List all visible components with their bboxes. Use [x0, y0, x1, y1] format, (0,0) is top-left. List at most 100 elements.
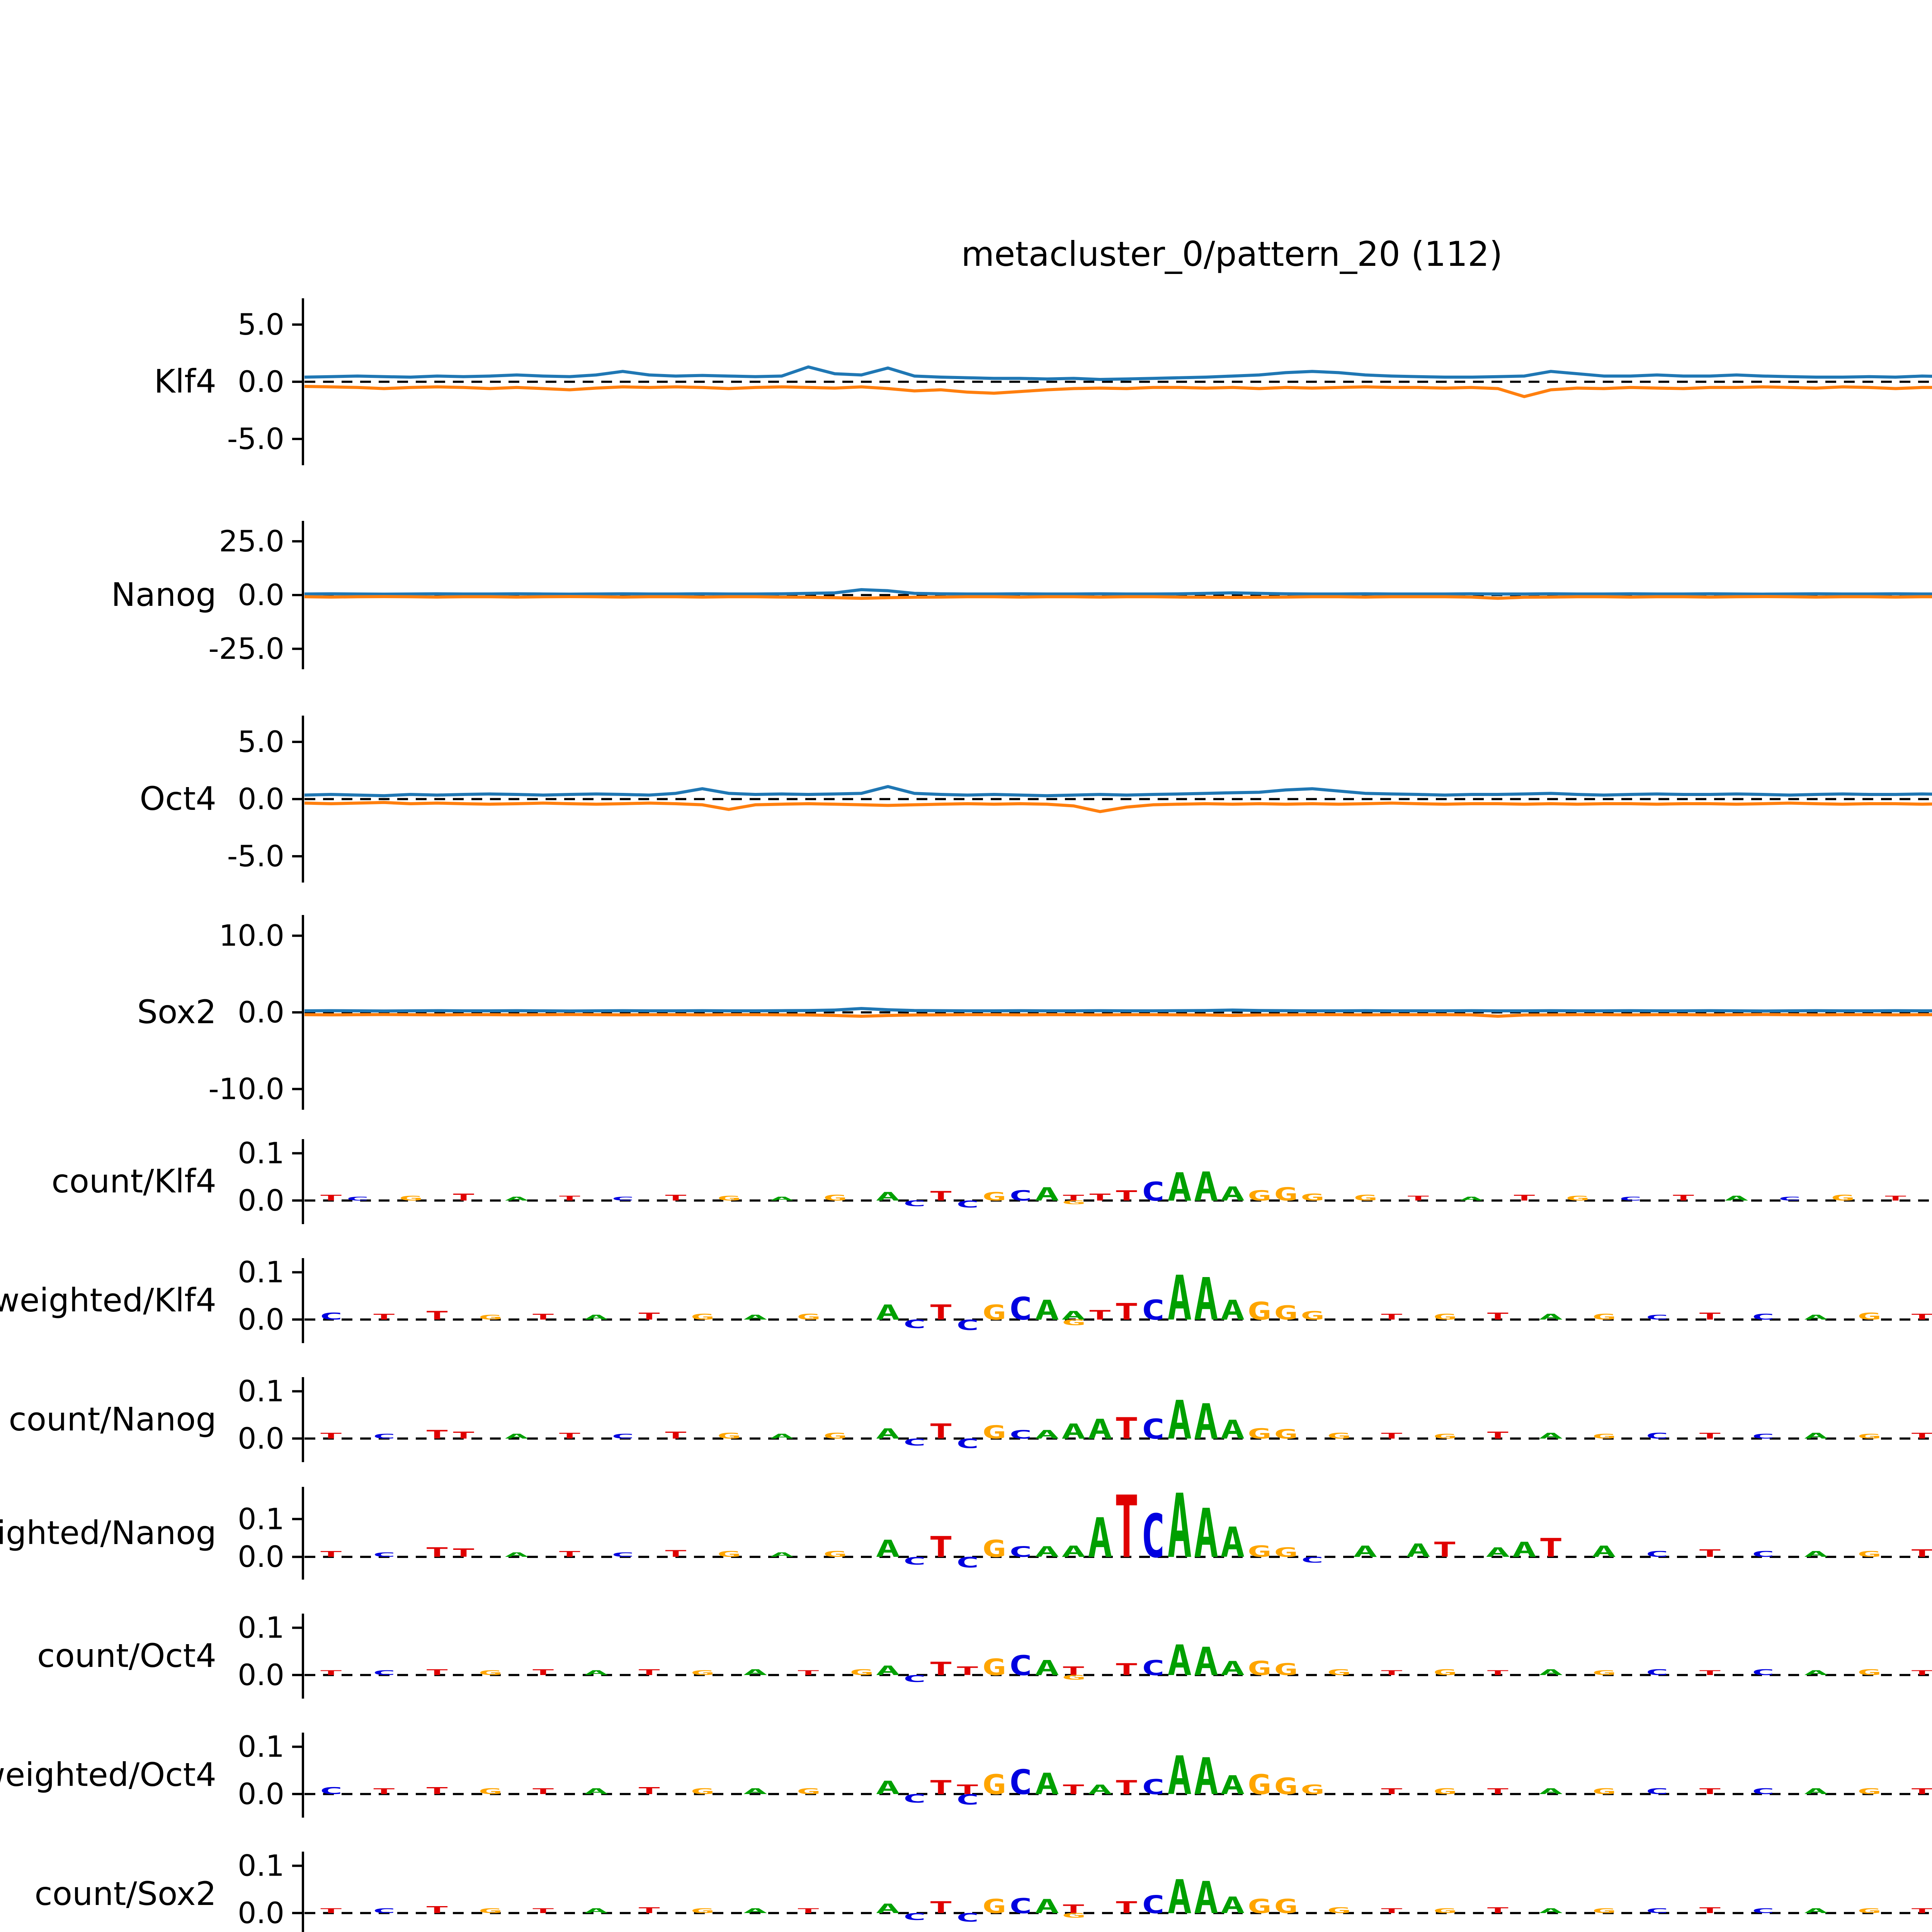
logo-letter-T: T — [425, 1668, 449, 1677]
logo-letter-A: A — [1220, 1519, 1245, 1567]
logo-letter-G: G — [1592, 1312, 1616, 1321]
logo-letter-C: C — [1645, 1431, 1669, 1440]
logo-letter-A: A — [504, 1196, 529, 1202]
logo-letter-T: T — [637, 1310, 662, 1321]
logo-letter-C: C — [1751, 1787, 1775, 1796]
logo-letter-T: T — [1114, 1898, 1139, 1917]
logo-letter-C: C — [372, 1551, 396, 1558]
logo-letter-A: A — [1167, 1745, 1192, 1807]
logo-letter-A: A — [1539, 1907, 1563, 1915]
logo-letter-C: C — [1008, 1763, 1032, 1802]
logo-letter-T: T — [1114, 1660, 1139, 1679]
logo-letter-A: A — [1061, 1309, 1086, 1322]
logo-letter-C: C — [1141, 1656, 1165, 1680]
logo-letters-weighted-oct4: CTTGTATGAGATTGCATATCAAAGGGCCTGTAGCTCAGTG… — [319, 1745, 1932, 1808]
logo-letter-A: A — [1194, 1266, 1218, 1333]
logo-letter-A: A — [1035, 1895, 1059, 1918]
series-line-blue — [304, 588, 1932, 596]
logo-letter-T: T — [1698, 1431, 1722, 1440]
logo-letter-T: T — [929, 1189, 953, 1204]
logo-letter-C: C — [1751, 1907, 1775, 1915]
logo-letter-G: G — [398, 1194, 423, 1202]
logo-letter-T: T — [1910, 1312, 1932, 1321]
logo-letter-A: A — [876, 1190, 900, 1203]
logo-letter-C: C — [1751, 1668, 1775, 1677]
y-tick-label: 0.1 — [238, 1374, 284, 1408]
logo-letter-G: G — [1327, 1431, 1351, 1440]
logo-letter-A: A — [1539, 1431, 1563, 1440]
logo-letter-T: T — [531, 1907, 555, 1915]
logo-letter-T: T — [929, 1531, 953, 1564]
logo-letter-C: C — [1645, 1550, 1669, 1559]
logo-letter-G: G — [982, 1895, 1006, 1918]
logo-letter-G: G — [1061, 1199, 1086, 1206]
logo-letter-C: C — [1751, 1312, 1775, 1321]
logo-letter-G: G — [1327, 1668, 1351, 1677]
logo-letter-T: T — [1698, 1310, 1722, 1321]
logo-letter-G: G — [1274, 1427, 1298, 1442]
y-tick-label: -5.0 — [227, 422, 284, 456]
logo-letter-C: C — [1141, 1890, 1165, 1919]
logo-letter-G: G — [690, 1907, 714, 1915]
logo-letter-A: A — [1459, 1196, 1483, 1202]
logo-letter-A: A — [584, 1907, 608, 1915]
logo-letter-T: T — [929, 1658, 953, 1679]
series-line-blue — [304, 365, 1932, 381]
logo-letter-G: G — [1432, 1432, 1457, 1440]
panel-label-count-oct4: count/Oct4 — [37, 1637, 216, 1675]
logo-letter-G: G — [1247, 1769, 1271, 1801]
logo-letter-T: T — [319, 1669, 343, 1677]
y-tick-label: -5.0 — [227, 839, 284, 873]
logo-letter-A: A — [1353, 1543, 1378, 1561]
y-tick-label: 0.0 — [238, 995, 284, 1029]
series-line-blue — [304, 1007, 1932, 1013]
logo-letter-G: G — [1247, 1895, 1271, 1918]
logo-letter-G: G — [1247, 1425, 1271, 1442]
logo-letter-C: C — [902, 1555, 927, 1567]
logo-letter-A: A — [1539, 1312, 1563, 1321]
logo-letter-C: C — [1141, 1413, 1165, 1445]
logo-letters-weighted-nanog: T C T T A T C T G A G A T G C A A A T C A A A G GC C C A A T A A T A C T C A G… — [319, 1475, 1932, 1578]
logo-letter-A: A — [1220, 1770, 1245, 1800]
logo-letter-T: T — [1698, 1906, 1722, 1915]
logo-letter-A: A — [1035, 1543, 1059, 1560]
logo-letters-count-oct4: TCTGTATGATGATTGCATTCAAAGGCGGTGTAGCTCAGTG… — [319, 1636, 1932, 1685]
logo-letter-G: G — [1061, 1318, 1086, 1327]
y-tick-label: 10.0 — [219, 918, 284, 953]
logo-letter-T: T — [1379, 1431, 1404, 1440]
logo-letter-G: G — [1274, 1660, 1298, 1679]
y-tick-label: 0.1 — [238, 1255, 284, 1289]
logo-letter-A: A — [1194, 1494, 1218, 1573]
logo-letter-T: T — [1910, 1787, 1932, 1796]
logo-letter-A: A — [1194, 1163, 1218, 1210]
logo-letter-T: T — [1379, 1907, 1404, 1915]
logo-letter-A: A — [1804, 1313, 1828, 1321]
logo-letter-T: T — [1698, 1787, 1722, 1796]
logo-letter-G: G — [1327, 1906, 1351, 1915]
logo-letter-T: T — [558, 1550, 582, 1559]
logo-letter-A: A — [1220, 1657, 1245, 1680]
y-tick-label: 0.0 — [238, 578, 284, 612]
logo-letter-A: A — [1486, 1545, 1510, 1560]
logo-letter-C: C — [1618, 1196, 1643, 1202]
logo-letter-T: T — [1910, 1431, 1932, 1440]
logo-letter-A: A — [770, 1551, 794, 1558]
panel-label-count-klf4: count/Klf4 — [51, 1162, 216, 1200]
logo-letter-G: G — [478, 1907, 502, 1915]
logo-letter-G: G — [1857, 1668, 1881, 1677]
logo-letter-C: C — [319, 1785, 343, 1796]
logo-letter-T: T — [637, 1785, 662, 1796]
logo-letter-C: C — [902, 1437, 927, 1448]
logo-letter-T: T — [1379, 1312, 1404, 1321]
logo-letter-T: T — [929, 1419, 953, 1443]
y-tick-label: 0.0 — [238, 1658, 284, 1692]
logo-letter-A: A — [504, 1432, 529, 1440]
logo-letter-A: A — [1167, 1636, 1192, 1685]
y-tick-label: 0.0 — [238, 1421, 284, 1456]
logo-letter-C: C — [345, 1196, 370, 1202]
panel-oct4: 5.0 0.0 -5.0 Oct4 — [139, 716, 1932, 883]
logo-letter-C: C — [1645, 1787, 1669, 1796]
logo-letter-G: G — [1857, 1787, 1881, 1796]
